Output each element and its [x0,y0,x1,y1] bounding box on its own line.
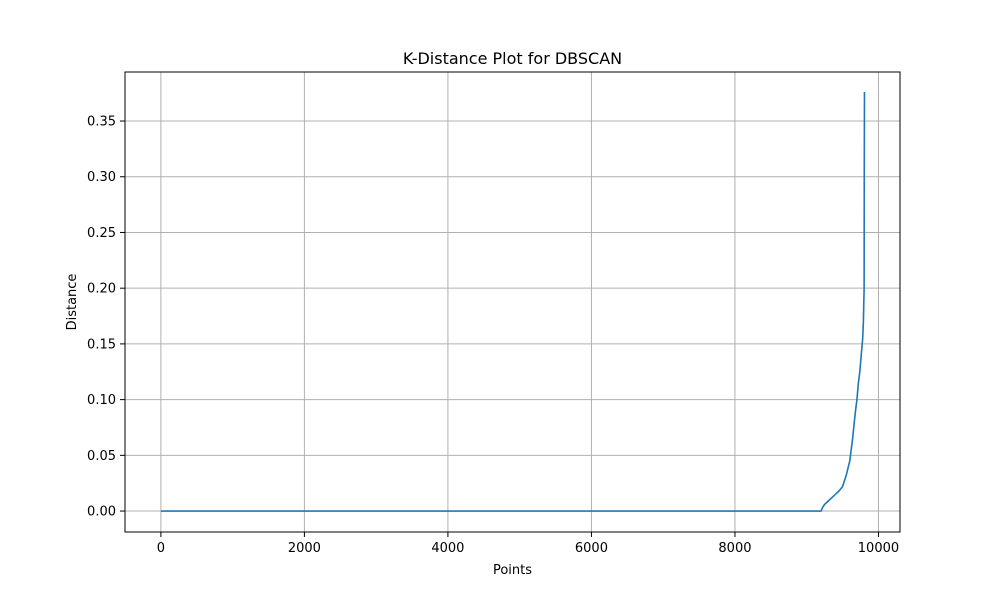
x-tick-label: 2000 [288,541,321,556]
x-tick-label: 4000 [431,541,464,556]
x-tick-labels: 0 2000 4000 6000 8000 10000 [157,541,899,556]
x-tick-label: 6000 [575,541,608,556]
tick-marks [120,120,879,537]
y-tick-label: 0.10 [87,393,116,408]
y-tick-labels: 0.00 0.05 0.10 0.15 0.20 0.25 0.30 0.35 [87,115,116,520]
series-line [160,92,866,512]
y-axis-label: Distance [65,274,80,331]
y-tick-label: 0.35 [87,115,116,130]
x-axis-label: Points [493,563,532,578]
y-tick-label: 0.20 [87,282,116,297]
y-tick-label: 0.05 [87,449,116,464]
y-tick-label: 0.15 [87,337,116,352]
x-tick-label: 8000 [718,541,751,556]
x-tick-label: 0 [157,541,165,556]
series-layer [160,92,866,512]
y-tick-label: 0.25 [87,226,116,241]
y-tick-label: 0.00 [87,505,116,520]
plot-frame [124,71,901,533]
y-tick-label: 0.30 [87,170,116,185]
grid-lines [125,72,900,532]
x-tick-label: 10000 [858,541,899,556]
chart-title: K-Distance Plot for DBSCAN [403,49,622,68]
